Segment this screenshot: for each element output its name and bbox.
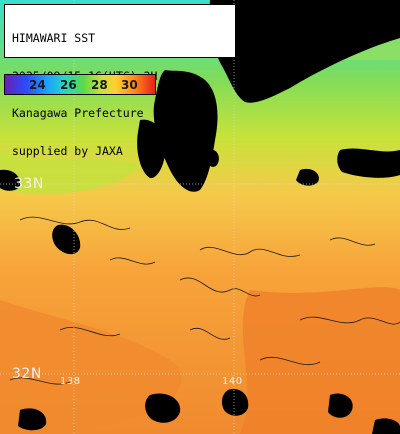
- cloud-west-patch: [52, 224, 81, 255]
- lat-label-32n: 32N: [12, 366, 42, 382]
- warm-patch-sw: [0, 300, 182, 434]
- legend-tick-26: 26: [60, 78, 77, 92]
- land-izu-peninsula: [153, 70, 218, 192]
- cloud-south-4: [328, 393, 353, 418]
- info-region: Kanagawa Prefecture: [12, 106, 144, 120]
- color-legend: 24 26 28 30: [4, 74, 156, 95]
- sst-contours: [9, 216, 400, 385]
- info-title: HIMAWARI SST: [12, 31, 96, 45]
- info-credit: supplied by JAXA: [12, 143, 123, 158]
- lon-label-138: 138: [60, 376, 81, 387]
- lat-label-33n: 33N: [14, 176, 44, 192]
- cloud-south-5: [372, 418, 400, 434]
- info-box: HIMAWARI SST 2025/09/15 16(UTC) 3H Comp.…: [4, 4, 236, 157]
- cloud-south-1: [145, 393, 181, 423]
- land-honshu: [209, 0, 400, 103]
- land-island-small: [254, 39, 285, 73]
- land-coast-patch: [137, 119, 166, 179]
- cloud-south-3: [18, 408, 47, 431]
- warm-patch-se: [240, 287, 400, 434]
- island-oshima: [207, 149, 219, 167]
- legend-tick-30: 30: [121, 78, 138, 92]
- cloud-edge-west: [0, 169, 21, 191]
- cool-strip-west: [0, 150, 140, 194]
- cloud-east-band: [337, 148, 400, 178]
- legend-tick-28: 28: [91, 78, 108, 92]
- lon-label-140: 140: [222, 376, 243, 387]
- cloud-south-2: [221, 389, 249, 416]
- cloud-east-small: [296, 168, 319, 186]
- legend-tick-24: 24: [29, 78, 46, 92]
